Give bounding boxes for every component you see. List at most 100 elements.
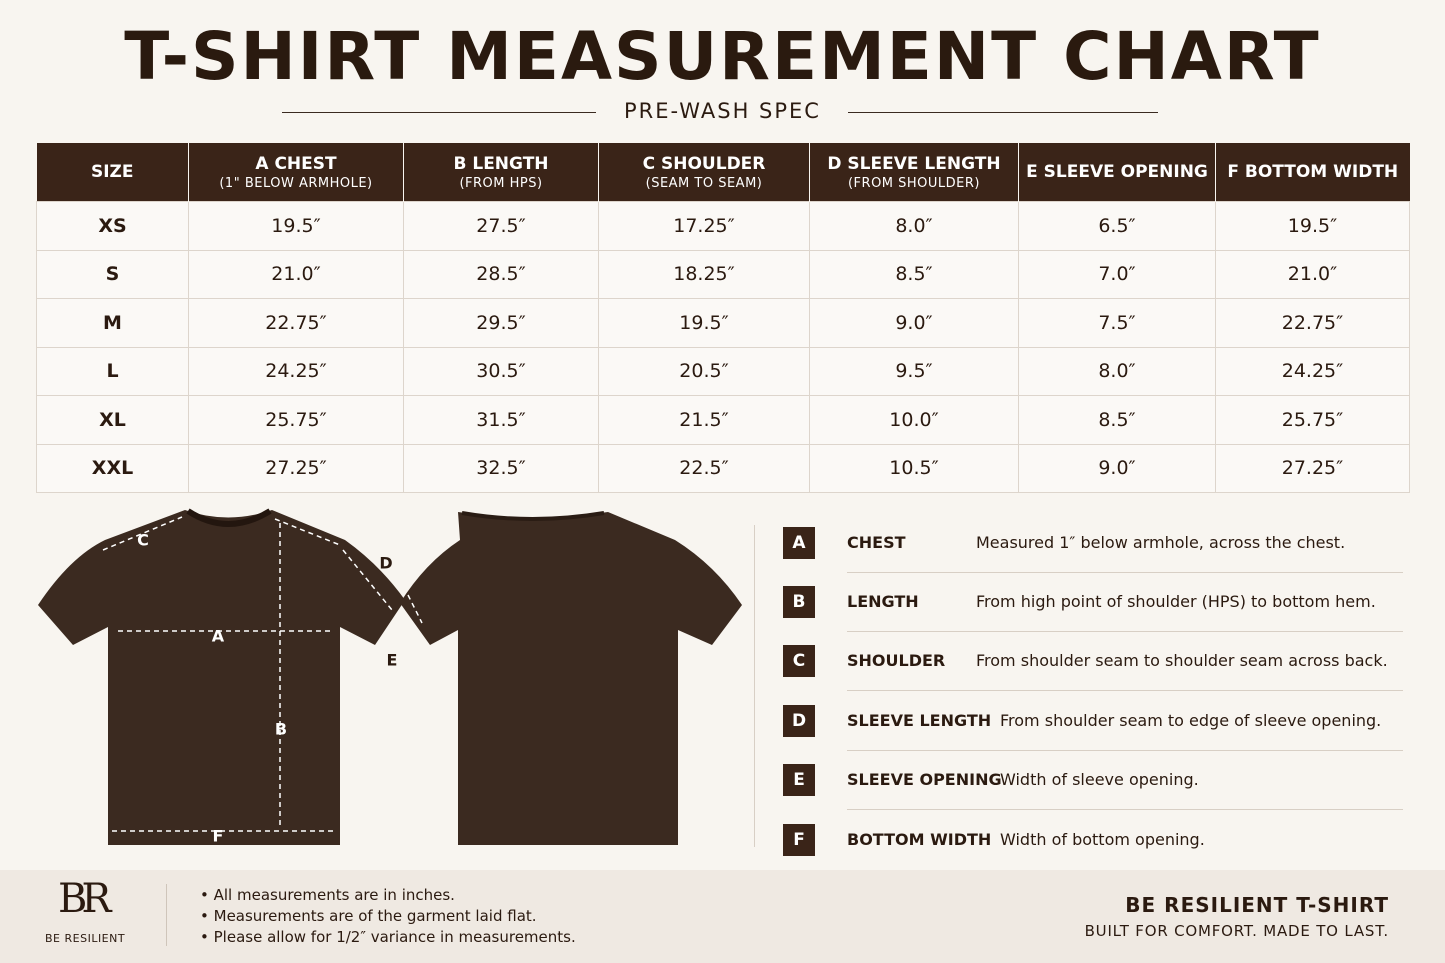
table-row: L 24.25″ 30.5″ 20.5″ 9.5″ 8.0″ 24.25″ xyxy=(36,346,1410,396)
shirt-front xyxy=(38,510,405,845)
table-row: S 21.0″ 28.5″ 18.25″ 8.5″ 7.0″ 21.0″ xyxy=(36,249,1410,299)
separator xyxy=(847,690,1403,691)
footer xyxy=(0,870,1445,963)
column-sublabel: (SEAM TO SEAM) xyxy=(645,175,763,191)
cell: 22.75″ xyxy=(188,298,404,348)
table-row: M 22.75″ 29.5″ 19.5″ 9.0″ 7.5″ 22.75″ xyxy=(36,298,1410,348)
column-label: D SLEEVE LENGTH xyxy=(827,153,1001,174)
cell: 25.75″ xyxy=(188,395,404,445)
cell: 22.5″ xyxy=(598,443,810,493)
diagram-label: E xyxy=(387,651,398,670)
letter-badge: B xyxy=(783,586,815,618)
legend-name: SHOULDER xyxy=(847,651,946,670)
diagram-label: C xyxy=(137,531,149,550)
divider xyxy=(754,525,755,847)
legend-description: Width of sleeve opening. xyxy=(1000,770,1199,789)
shirt-diagram: A B C D E F xyxy=(38,508,742,846)
column-label: C SHOULDER xyxy=(642,153,766,174)
note-text: Please allow for 1/2″ variance in measur… xyxy=(213,928,576,946)
cell: 10.5″ xyxy=(809,443,1019,493)
cell: 7.0″ xyxy=(1018,249,1216,299)
cell: 20.5″ xyxy=(598,346,810,396)
cell: 7.5″ xyxy=(1018,298,1216,348)
note-text: Measurements are of the garment laid fla… xyxy=(213,907,537,925)
size-cell: XS xyxy=(36,201,189,251)
cell: 29.5″ xyxy=(403,298,599,348)
cell: 21.0″ xyxy=(188,249,404,299)
table-row: XS 19.5″ 27.5″ 17.25″ 8.0″ 6.5″ 19.5″ xyxy=(36,201,1410,251)
rule xyxy=(848,112,1158,113)
cell: 19.5″ xyxy=(598,298,810,348)
cell: 8.0″ xyxy=(809,201,1019,251)
column-header: D SLEEVE LENGTH (FROM SHOULDER) xyxy=(809,143,1019,202)
product-name: BE RESILIENT T-SHIRT xyxy=(1125,893,1389,917)
letter-badge: C xyxy=(783,645,815,677)
cell: 30.5″ xyxy=(403,346,599,396)
cell: 27.5″ xyxy=(403,201,599,251)
diagram-label: B xyxy=(275,720,287,739)
legend-name: SLEEVE OPENING xyxy=(847,770,1002,789)
column-label: B LENGTH xyxy=(453,153,549,174)
letter-badge: A xyxy=(783,527,815,559)
size-table: SIZE A CHEST (1" BELOW ARMHOLE) B LENGTH (FR… xyxy=(36,143,1410,493)
shirt-back xyxy=(400,512,742,845)
cell: 21.0″ xyxy=(1215,249,1410,299)
cell: 9.5″ xyxy=(809,346,1019,396)
cell: 28.5″ xyxy=(403,249,599,299)
cell: 22.75″ xyxy=(1215,298,1410,348)
cell: 17.25″ xyxy=(598,201,810,251)
cell: 24.25″ xyxy=(1215,346,1410,396)
separator xyxy=(847,631,1403,632)
column-header: E SLEEVE OPENING xyxy=(1018,143,1216,202)
column-label: F BOTTOM WIDTH xyxy=(1227,162,1399,182)
cell: 6.5″ xyxy=(1018,201,1216,251)
cell: 19.5″ xyxy=(188,201,404,251)
cell: 10.0″ xyxy=(809,395,1019,445)
divider xyxy=(166,884,167,946)
separator xyxy=(847,750,1403,751)
note-text: All measurements are in inches. xyxy=(213,886,455,904)
diagram-label: F xyxy=(213,827,224,846)
rule xyxy=(282,112,596,113)
brand: BE RESILIENT xyxy=(45,932,126,945)
table-row: XXL 27.25″ 32.5″ 22.5″ 10.5″ 9.0″ 27.25″ xyxy=(36,443,1410,493)
cell: 19.5″ xyxy=(1215,201,1410,251)
legend-description: From shoulder seam to shoulder seam acro… xyxy=(976,651,1388,670)
legend-description: From high point of shoulder (HPS) to bot… xyxy=(976,592,1376,611)
measure-lines xyxy=(102,516,423,832)
legend-description: From shoulder seam to edge of sleeve ope… xyxy=(1000,711,1382,730)
cell: 21.5″ xyxy=(598,395,810,445)
cell: 25.75″ xyxy=(1215,395,1410,445)
column-label: A CHEST xyxy=(255,153,337,174)
cell: 31.5″ xyxy=(403,395,599,445)
size-cell: S xyxy=(36,249,189,299)
cell: 8.5″ xyxy=(809,249,1019,299)
note: • Measurements are of the garment laid f… xyxy=(200,907,537,925)
diagram-label: D xyxy=(379,554,392,573)
legend-name: CHEST xyxy=(847,533,906,552)
size-cell: M xyxy=(36,298,189,348)
column-sublabel: (FROM HPS) xyxy=(459,175,543,191)
cell: 32.5″ xyxy=(403,443,599,493)
column-header: A CHEST (1" BELOW ARMHOLE) xyxy=(188,143,404,202)
size-cell: L xyxy=(36,346,189,396)
legend-description: Measured 1″ below armhole, across the ch… xyxy=(976,533,1346,552)
legend-name: LENGTH xyxy=(847,592,919,611)
cell: 24.25″ xyxy=(188,346,404,396)
title: T-SHIRT MEASUREMENT CHART xyxy=(124,18,1321,95)
column-label: E SLEEVE OPENING xyxy=(1026,162,1208,182)
cell: 18.25″ xyxy=(598,249,810,299)
letter-badge: E xyxy=(783,764,815,796)
cell: 27.25″ xyxy=(188,443,404,493)
cell: 27.25″ xyxy=(1215,443,1410,493)
note: • All measurements are in inches. xyxy=(200,886,455,904)
letter-badge: F xyxy=(783,824,815,856)
column-header: B LENGTH (FROM HPS) xyxy=(403,143,599,202)
tagline: BUILT FOR COMFORT. MADE TO LAST. xyxy=(1084,922,1389,940)
column-sublabel: (1" BELOW ARMHOLE) xyxy=(219,175,373,191)
cell: 9.0″ xyxy=(1018,443,1216,493)
table-row: XL 25.75″ 31.5″ 21.5″ 10.0″ 8.5″ 25.75″ xyxy=(36,395,1410,445)
column-label: SIZE xyxy=(90,162,134,182)
separator xyxy=(847,809,1403,810)
